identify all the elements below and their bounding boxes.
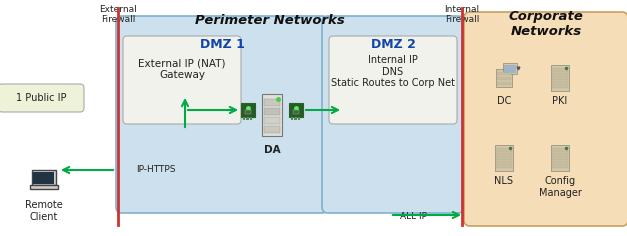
FancyBboxPatch shape: [496, 164, 512, 168]
FancyBboxPatch shape: [250, 117, 253, 120]
Text: Perimeter Networks: Perimeter Networks: [195, 14, 345, 27]
FancyBboxPatch shape: [289, 103, 303, 117]
Text: NLS: NLS: [495, 176, 514, 186]
FancyBboxPatch shape: [116, 16, 328, 213]
FancyBboxPatch shape: [497, 82, 511, 85]
FancyBboxPatch shape: [30, 185, 58, 189]
FancyBboxPatch shape: [0, 84, 84, 112]
FancyBboxPatch shape: [293, 110, 299, 114]
Text: Config
Manager: Config Manager: [539, 176, 581, 198]
FancyBboxPatch shape: [552, 164, 568, 168]
FancyBboxPatch shape: [497, 77, 511, 80]
FancyBboxPatch shape: [264, 99, 280, 106]
FancyBboxPatch shape: [552, 159, 568, 163]
FancyBboxPatch shape: [552, 68, 568, 72]
Text: Remote
Client: Remote Client: [25, 200, 63, 222]
FancyBboxPatch shape: [291, 117, 293, 120]
FancyBboxPatch shape: [33, 172, 55, 184]
FancyBboxPatch shape: [264, 126, 280, 133]
Text: External IP (NAT)
Gateway: External IP (NAT) Gateway: [138, 58, 226, 80]
FancyBboxPatch shape: [246, 117, 249, 120]
Text: Corporate
Networks: Corporate Networks: [508, 10, 584, 38]
FancyBboxPatch shape: [497, 72, 511, 75]
FancyBboxPatch shape: [504, 64, 516, 72]
Text: DA: DA: [264, 145, 280, 155]
Text: External
Firewall: External Firewall: [99, 5, 137, 24]
FancyBboxPatch shape: [496, 153, 512, 158]
Text: Internal
Firewall: Internal Firewall: [445, 5, 480, 24]
FancyBboxPatch shape: [295, 117, 297, 120]
FancyBboxPatch shape: [552, 73, 568, 78]
FancyBboxPatch shape: [552, 84, 568, 88]
FancyBboxPatch shape: [329, 36, 457, 124]
Text: DMZ 2: DMZ 2: [371, 38, 416, 51]
FancyBboxPatch shape: [241, 103, 255, 117]
Text: DMZ 1: DMZ 1: [199, 38, 245, 51]
FancyBboxPatch shape: [298, 117, 300, 120]
FancyBboxPatch shape: [496, 69, 512, 87]
FancyBboxPatch shape: [464, 12, 627, 226]
FancyBboxPatch shape: [322, 16, 464, 213]
FancyBboxPatch shape: [243, 117, 246, 120]
FancyBboxPatch shape: [264, 108, 280, 115]
FancyBboxPatch shape: [245, 110, 251, 114]
Text: DC: DC: [497, 96, 511, 106]
Text: 1 Public IP: 1 Public IP: [16, 93, 66, 103]
FancyBboxPatch shape: [552, 79, 568, 83]
Text: IP-HTTPS: IP-HTTPS: [136, 165, 176, 174]
FancyBboxPatch shape: [551, 65, 569, 91]
FancyBboxPatch shape: [123, 36, 241, 124]
FancyBboxPatch shape: [264, 117, 280, 124]
Text: Internal IP
DNS
Static Routes to Corp Net: Internal IP DNS Static Routes to Corp Ne…: [331, 55, 455, 88]
FancyBboxPatch shape: [495, 145, 513, 171]
FancyBboxPatch shape: [503, 63, 517, 73]
FancyBboxPatch shape: [496, 148, 512, 152]
FancyBboxPatch shape: [496, 159, 512, 163]
FancyBboxPatch shape: [262, 94, 282, 136]
FancyBboxPatch shape: [552, 153, 568, 158]
Text: ALL IP: ALL IP: [400, 212, 427, 221]
Text: PKI: PKI: [552, 96, 567, 106]
FancyBboxPatch shape: [551, 145, 569, 171]
FancyBboxPatch shape: [32, 170, 56, 185]
FancyBboxPatch shape: [552, 148, 568, 152]
